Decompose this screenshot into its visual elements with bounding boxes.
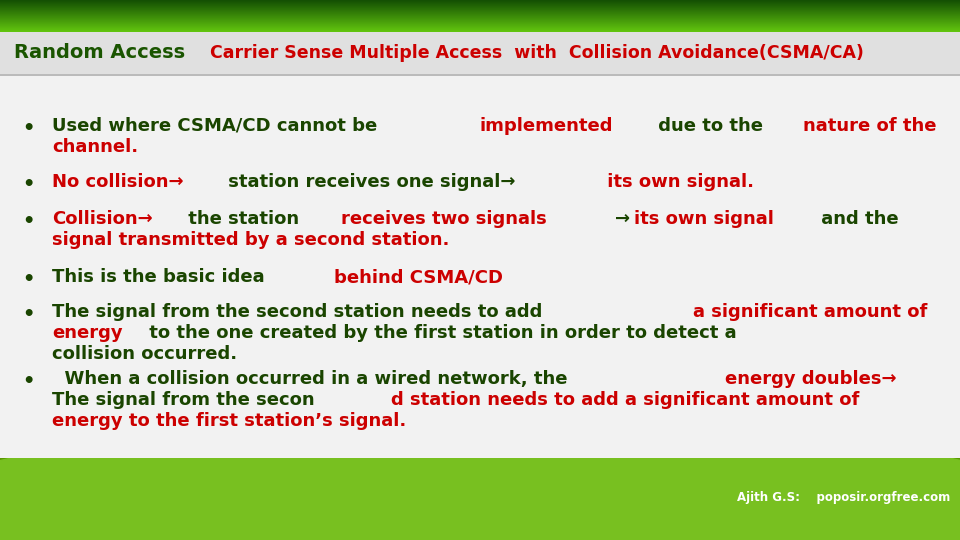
Text: •: • [22, 270, 35, 289]
Text: The signal from the second station needs to add: The signal from the second station needs… [52, 303, 548, 321]
Text: station receives one signal→: station receives one signal→ [222, 173, 516, 191]
Text: to the one created by the first station in order to detect a: to the one created by the first station … [143, 324, 736, 342]
Text: and the: and the [815, 210, 899, 228]
Text: energy to the first station’s signal.: energy to the first station’s signal. [52, 412, 406, 430]
Text: Ajith G.S:    poposir.orgfree.com: Ajith G.S: poposir.orgfree.com [736, 491, 950, 504]
Text: Collision→: Collision→ [52, 210, 153, 228]
Bar [0, 32, 960, 458]
Text: d station needs to add a significant amount of: d station needs to add a significant amo… [391, 391, 859, 409]
Text: •: • [22, 305, 35, 324]
Text: collision occurred.: collision occurred. [52, 345, 237, 363]
Bar [0, 32, 960, 74]
Text: Used where CSMA/CD cannot be: Used where CSMA/CD cannot be [52, 117, 383, 135]
Text: This is the basic idea: This is the basic idea [52, 268, 271, 286]
Text: nature of the: nature of the [804, 117, 937, 135]
Text: •: • [22, 119, 35, 138]
Text: its own signal.: its own signal. [601, 173, 754, 191]
Text: Carrier Sense Multiple Access  with  Collision Avoidance(CSMA/CA): Carrier Sense Multiple Access with Colli… [210, 44, 864, 62]
Text: a significant amount of: a significant amount of [693, 303, 927, 321]
Text: implemented: implemented [480, 117, 613, 135]
Text: channel.: channel. [52, 138, 138, 156]
Text: •: • [22, 175, 35, 194]
Text: Random Access: Random Access [14, 44, 185, 63]
Text: behind CSMA/CD: behind CSMA/CD [334, 268, 503, 286]
Text: When a collision occurred in a wired network, the: When a collision occurred in a wired net… [52, 370, 574, 388]
Text: signal transmitted by a second station.: signal transmitted by a second station. [52, 231, 449, 249]
Bar [0, 74, 960, 76]
Text: due to the: due to the [652, 117, 769, 135]
Text: energy: energy [52, 324, 123, 342]
Text: No collision→: No collision→ [52, 173, 183, 191]
Text: its own signal: its own signal [635, 210, 774, 228]
Text: energy doubles→: energy doubles→ [725, 370, 897, 388]
Text: the station: the station [182, 210, 305, 228]
Text: •: • [22, 212, 35, 231]
Text: receives two signals: receives two signals [341, 210, 553, 228]
Text: •: • [22, 372, 35, 391]
Text: →: → [614, 210, 630, 228]
Text: The signal from the secon: The signal from the secon [52, 391, 315, 409]
